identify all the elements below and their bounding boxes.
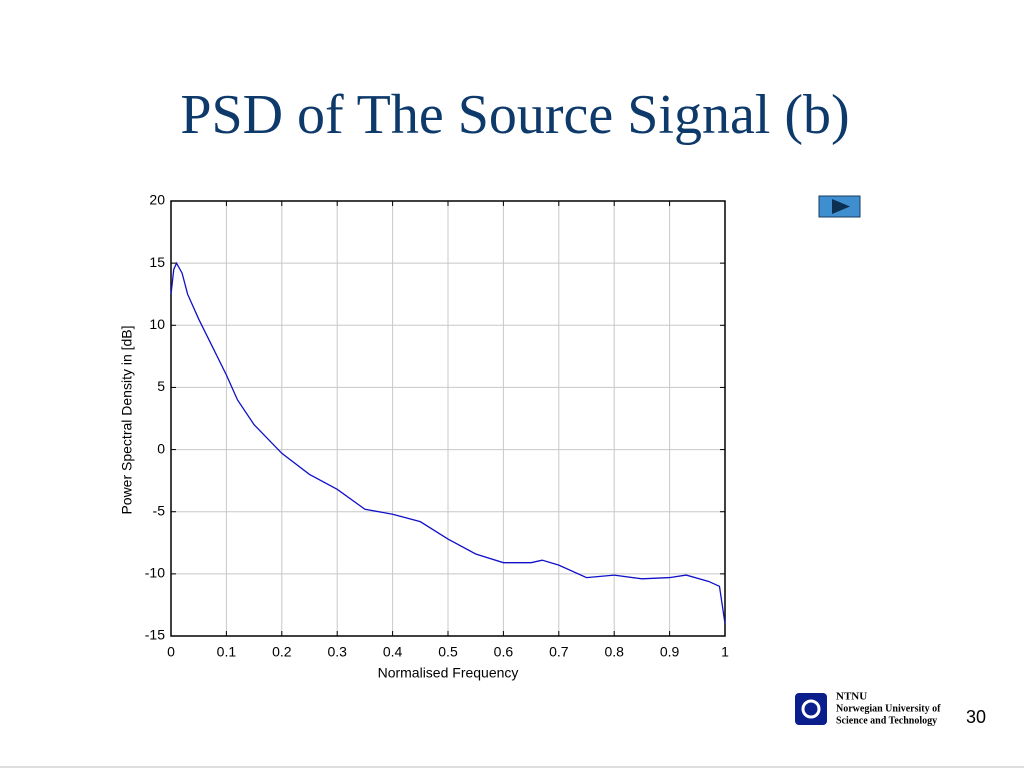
y-tick-label: 10	[149, 316, 165, 332]
x-tick-label: 0	[167, 644, 175, 660]
y-tick-label: -10	[145, 565, 165, 581]
y-axis-label: Power Spectral Density in [dB]	[119, 325, 135, 514]
x-tick-label: 0.1	[217, 644, 237, 660]
institution-line: Science and Technology	[836, 715, 937, 726]
logo-text: NTNU	[836, 691, 867, 703]
x-tick-label: 0.4	[383, 644, 403, 660]
y-tick-label: 15	[149, 254, 165, 270]
x-tick-label: 0.9	[660, 644, 680, 660]
data-line	[170, 261, 726, 624]
x-tick-label: 0.8	[604, 644, 624, 660]
x-tick-label: 0.7	[549, 644, 569, 660]
y-tick-label: -15	[145, 627, 165, 643]
y-tick-label: 20	[149, 192, 165, 208]
institution-line: Norwegian University of	[836, 703, 941, 714]
y-tick-label: -5	[153, 502, 166, 518]
x-axis-label: Normalised Frequency	[378, 665, 519, 681]
slide-title: PSD of The Source Signal (b)	[180, 84, 849, 146]
next-button[interactable]	[818, 195, 861, 218]
page-number: 30	[966, 707, 986, 727]
y-tick-label: 5	[157, 378, 165, 394]
x-tick-label: 0.5	[438, 644, 458, 660]
x-tick-label: 0.3	[327, 644, 347, 660]
ntnu-logo	[795, 693, 827, 725]
x-tick-label: 0.6	[494, 644, 514, 660]
x-tick-label: 0.2	[272, 644, 292, 660]
y-tick-label: 0	[157, 440, 165, 456]
plot-frame	[170, 200, 726, 637]
x-tick-label: 1	[721, 644, 729, 660]
